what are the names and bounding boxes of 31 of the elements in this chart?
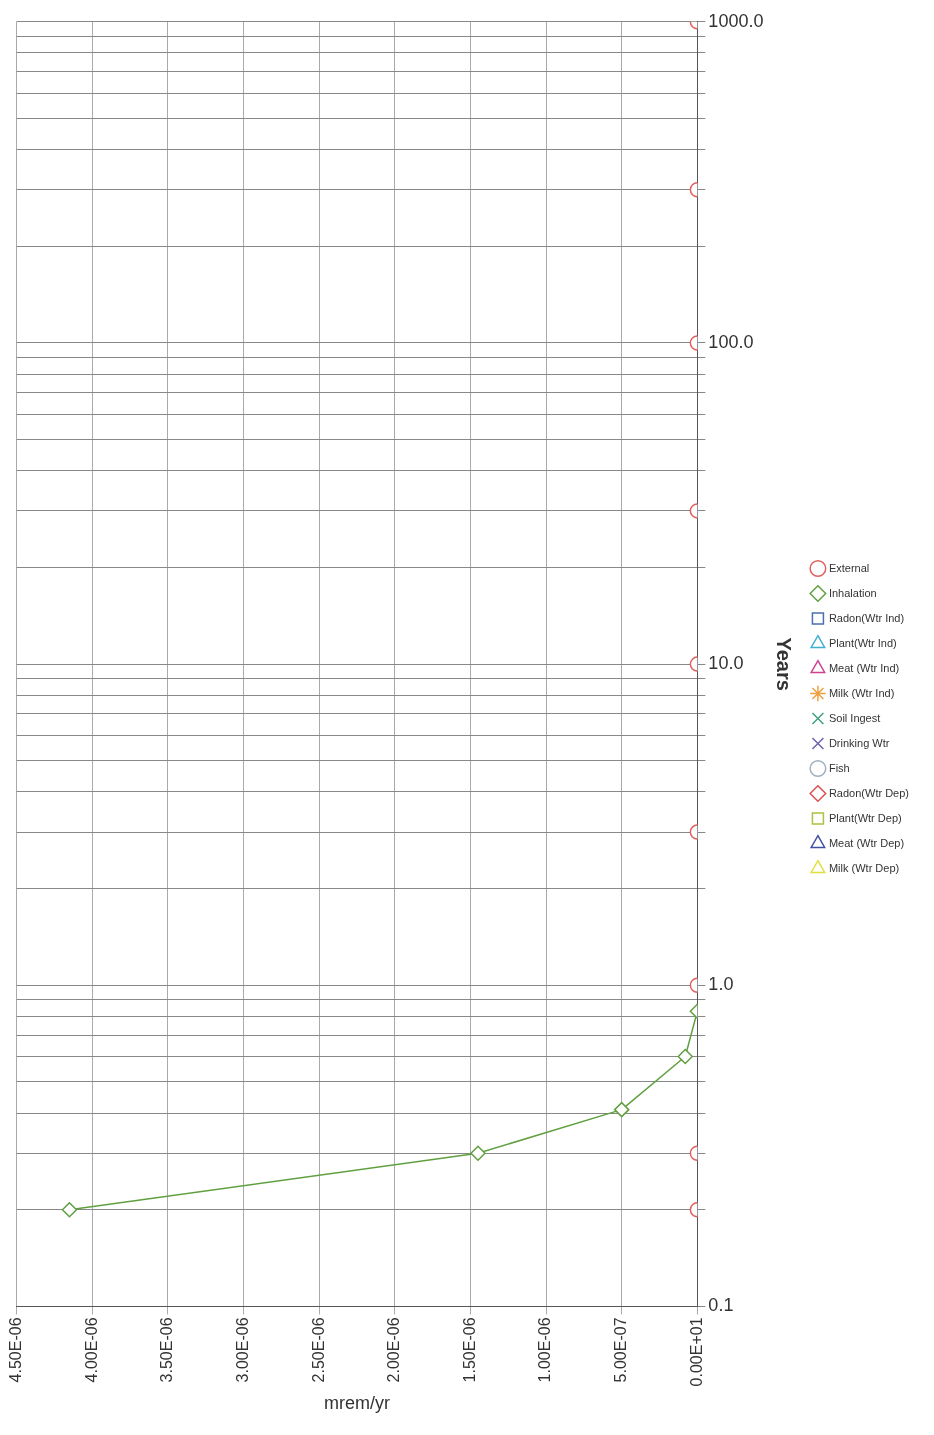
x-tick-label: 0.00E+01 xyxy=(687,1317,705,1387)
legend-label: Plant(Wtr Ind) xyxy=(828,636,897,649)
x-tick-label: 2.00E-06 xyxy=(385,1317,403,1383)
y-tick-label: 1.0 xyxy=(708,974,734,995)
y-tick-label: 10.0 xyxy=(708,653,744,674)
legend-label: Radon(Wtr Ind) xyxy=(828,611,905,624)
legend-label: Milk (Wtr Ind) xyxy=(828,686,895,699)
x-tick-label: 3.50E-06 xyxy=(158,1317,176,1383)
x-axis-title: mrem/yr xyxy=(323,1393,390,1414)
legend-label: Drinking Wtr xyxy=(828,736,890,749)
y-axis-title: Years xyxy=(772,637,795,691)
legend-label: Fish xyxy=(828,761,850,774)
legend-label: Meat (Wtr Dep) xyxy=(828,836,905,849)
point xyxy=(61,1202,78,1218)
x-tick-label: 4.00E-06 xyxy=(82,1317,100,1383)
x-tick-label: 5.00E-07 xyxy=(612,1317,630,1383)
legend-label: Plant(Wtr Dep) xyxy=(828,811,902,824)
legend-label: Inhalation xyxy=(828,586,877,599)
legend-label: Milk (Wtr Dep) xyxy=(828,861,900,874)
x-tick-label: 3.00E-06 xyxy=(233,1317,251,1383)
legend-label: Soil Ingest xyxy=(828,711,881,724)
y-tick-label: 0.1 xyxy=(708,1295,734,1316)
legend-label: External xyxy=(828,561,870,574)
legend-label: Radon(Wtr Dep) xyxy=(828,786,909,799)
y-tick-label: 100.0 xyxy=(708,331,754,352)
x-tick-label: 2.50E-06 xyxy=(309,1317,327,1383)
y-tick-label: 1000.0 xyxy=(708,10,764,31)
x-tick-label: 1.50E-06 xyxy=(460,1317,478,1383)
x-tick-label: 4.50E-06 xyxy=(6,1317,24,1383)
x-tick-label: 1.00E-06 xyxy=(536,1317,554,1383)
legend-label: Meat (Wtr Ind) xyxy=(828,661,900,674)
